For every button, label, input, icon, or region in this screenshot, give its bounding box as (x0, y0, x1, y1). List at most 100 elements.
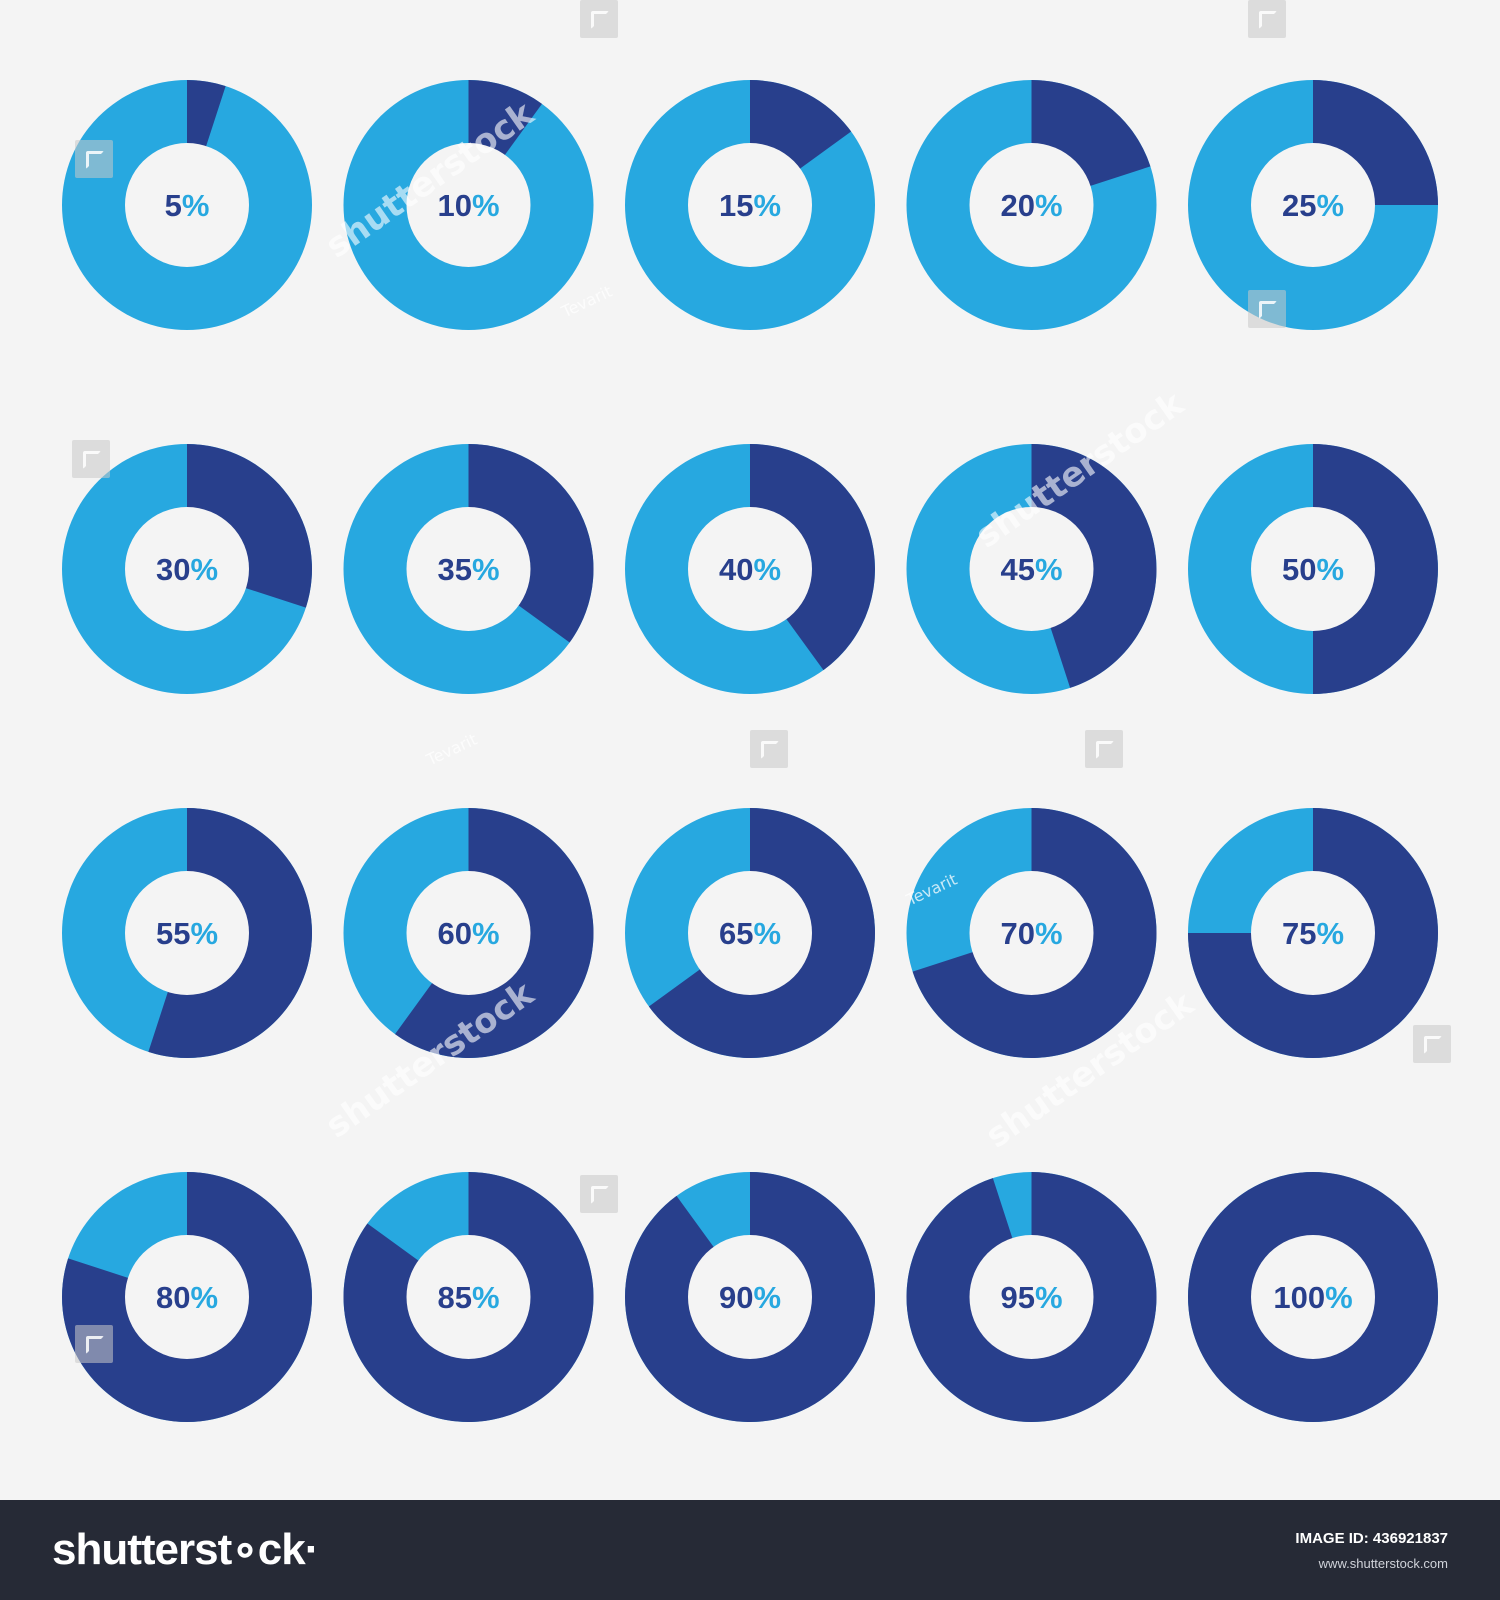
donut-percent-sign: % (1316, 916, 1344, 951)
donut-chart-45: 45% (906, 444, 1157, 694)
donut-hole (688, 871, 812, 995)
donut-hole (969, 507, 1094, 631)
donut-center-label: 75% (1282, 916, 1344, 951)
donut-center-label: 5% (165, 188, 210, 223)
donut-center-label: 25% (1282, 188, 1344, 223)
donut-chart-70: 70% (906, 808, 1157, 1058)
donut-center-label: 55% (156, 916, 218, 951)
donut-value-number: 55 (156, 916, 190, 951)
donut-percent-sign: % (190, 1280, 218, 1315)
donut-percent-sign: % (472, 916, 500, 951)
donut-hole (969, 1235, 1094, 1359)
donut-chart-30: 30% (62, 444, 312, 694)
donut-percent-sign: % (753, 1280, 781, 1315)
donut-chart-95: 95% (906, 1172, 1157, 1423)
donut-hole (969, 871, 1094, 995)
donut-percent-sign: % (1316, 552, 1344, 587)
donut-value-number: 5 (165, 188, 182, 223)
donut-value-number: 40 (719, 552, 753, 587)
donut-hole (688, 1235, 812, 1359)
donut-chart-35: 35% (343, 444, 594, 694)
footer-bar: shutterst∘ck· IMAGE ID: 436921837 www.sh… (0, 1500, 1500, 1600)
donut-value-number: 20 (1000, 188, 1034, 223)
donut-value-number: 90 (719, 1280, 753, 1315)
donut-center-label: 20% (1000, 188, 1062, 223)
donut-hole (406, 143, 531, 267)
donut-value-number: 75 (1282, 916, 1316, 951)
donut-percent-sign: % (1035, 552, 1063, 587)
donut-percent-sign: % (753, 552, 781, 587)
footer-url: www.shutterstock.com (1318, 1556, 1448, 1571)
donut-center-label: 60% (437, 916, 499, 951)
donut-chart-10: 10% (343, 80, 594, 330)
donut-chart-25: 25% (1188, 80, 1438, 330)
shutterstock-logo: shutterst∘ck· (52, 1525, 319, 1574)
donut-percent-sign: % (1035, 188, 1063, 223)
donut-center-label: 40% (719, 552, 781, 587)
donut-value-number: 15 (719, 188, 753, 223)
donut-hole (688, 507, 812, 631)
donut-percent-sign: % (190, 552, 218, 587)
donut-center-label: 95% (1000, 1280, 1062, 1315)
donut-value-number: 10 (437, 188, 471, 223)
donut-chart-90: 90% (624, 1172, 875, 1422)
donut-chart-60: 60% (343, 808, 594, 1058)
donut-percent-sign: % (190, 916, 218, 951)
donut-percent-sign: % (1035, 916, 1063, 951)
donut-percent-sign: % (472, 1280, 500, 1315)
donut-hole (688, 143, 812, 267)
donut-hole (969, 143, 1094, 267)
donut-chart-20: 20% (906, 80, 1157, 330)
donut-value-number: 25 (1282, 188, 1316, 223)
donut-chart-50: 50% (1188, 444, 1438, 694)
donut-hole (406, 871, 531, 995)
donut-value-number: 85 (437, 1280, 471, 1315)
donut-center-label: 80% (156, 1280, 218, 1315)
donut-center-label: 85% (437, 1280, 499, 1315)
donut-value-number: 60 (437, 916, 471, 951)
donut-percent-sign: % (472, 188, 500, 223)
image-id-label: IMAGE ID: 436921837 (1295, 1530, 1448, 1547)
donut-filled-slice (468, 444, 594, 643)
donut-center-label: 30% (156, 552, 218, 587)
donut-filled-slice (750, 443, 876, 671)
donut-percent-sign: % (753, 188, 781, 223)
donut-chart-75: 75% (1188, 808, 1438, 1058)
donut-value-number: 100 (1273, 1280, 1325, 1315)
donut-chart-80: 80% (62, 1172, 313, 1422)
donut-hole (125, 143, 249, 267)
donut-center-label: 15% (719, 188, 781, 223)
donut-percent-sign: % (1316, 188, 1344, 223)
donut-hole (125, 871, 249, 995)
donut-percent-sign: % (1325, 1280, 1353, 1315)
donut-value-number: 35 (437, 552, 471, 587)
donut-value-number: 65 (719, 916, 753, 951)
donut-chart-55: 55% (62, 807, 313, 1058)
donut-chart-15: 15% (625, 80, 875, 330)
donut-hole (1251, 143, 1375, 267)
donut-value-number: 70 (1000, 916, 1034, 951)
donut-percent-sign: % (753, 916, 781, 951)
donut-percent-sign: % (182, 188, 210, 223)
donut-center-label: 10% (437, 188, 499, 223)
donut-value-number: 30 (156, 552, 190, 587)
donut-center-label: 70% (1000, 916, 1062, 951)
donut-hole (406, 507, 531, 631)
donut-filled-slice (1313, 444, 1438, 694)
donut-percent-sign: % (1035, 1280, 1063, 1315)
donut-center-label: 100% (1273, 1280, 1352, 1315)
donut-chart-grid: 5% 10% 15% 20% 25%30% 35% 40% 45% 50%55% 60% 65% 70… (62, 80, 1438, 1423)
donut-value-number: 95 (1000, 1280, 1034, 1315)
donut-filled-slice (1031, 444, 1157, 688)
donut-hole (1251, 507, 1375, 631)
donut-hole (406, 1235, 531, 1359)
donut-hole (125, 1235, 249, 1359)
donut-center-label: 90% (719, 1280, 781, 1315)
donut-center-label: 45% (1000, 552, 1062, 587)
donut-hole (1251, 871, 1375, 995)
donut-hole (1251, 1235, 1375, 1359)
donut-chart-65: 65% (625, 808, 875, 1059)
donut-hole (125, 507, 249, 631)
donut-value-number: 45 (1000, 552, 1034, 587)
donut-value-number: 80 (156, 1280, 190, 1315)
